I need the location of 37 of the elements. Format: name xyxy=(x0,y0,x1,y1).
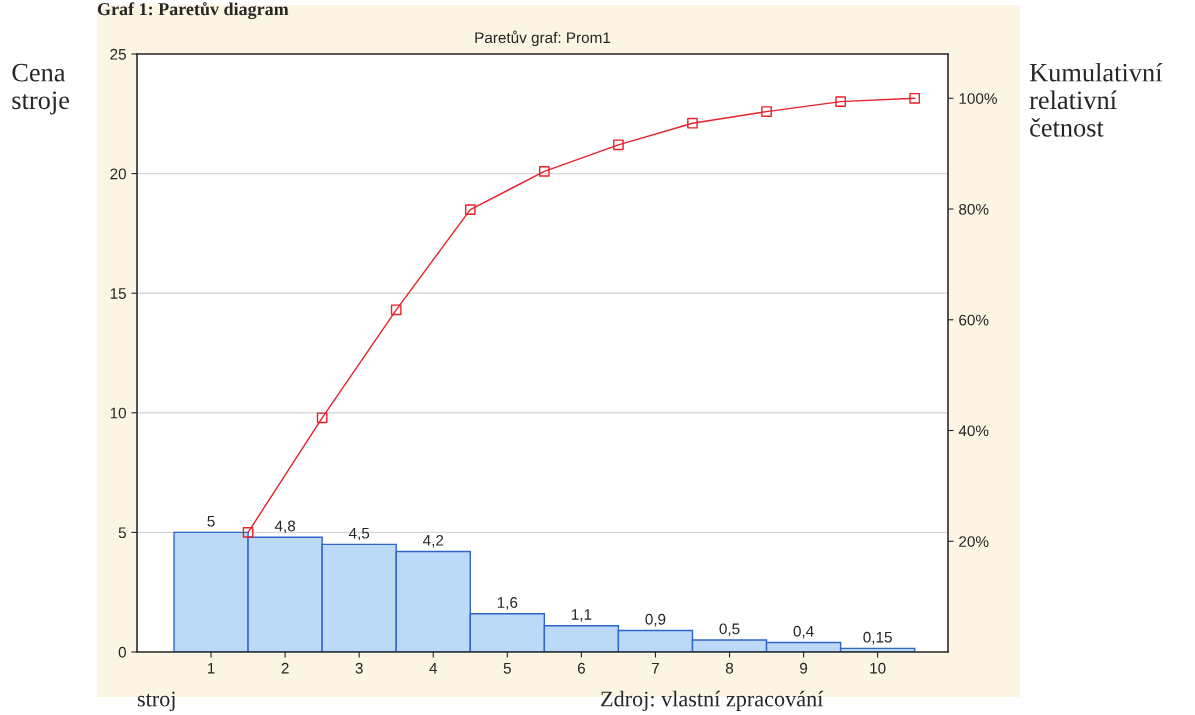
x-tick-label: 6 xyxy=(577,662,585,674)
data-label: 4,8 xyxy=(274,520,296,534)
data-label: 0,15 xyxy=(863,631,892,645)
y2-tick-label: 40% xyxy=(958,425,989,437)
y2-tick-label: 100% xyxy=(959,93,997,104)
data-label: 0,9 xyxy=(645,613,666,627)
data-label: 0,5 xyxy=(719,623,740,637)
y2-tick-label: 80% xyxy=(959,203,989,215)
x-tick-label: 8 xyxy=(725,662,734,674)
y2-tick-label: 60% xyxy=(959,314,989,326)
x-tick-label: 2 xyxy=(281,662,289,674)
data-label: 1,6 xyxy=(497,597,518,610)
x-tick-label: 3 xyxy=(355,662,363,674)
y-tick-label: 5 xyxy=(118,527,126,539)
y-tick-label: 20 xyxy=(110,168,126,180)
y-tick-label: 25 xyxy=(110,48,126,60)
data-label: 4,2 xyxy=(422,534,444,548)
data-label: 5 xyxy=(207,515,215,527)
x-tick-label: 7 xyxy=(651,662,659,674)
y-axis-title: Cena stroje xyxy=(12,63,70,115)
text: Graf 1: Paretův diagram xyxy=(97,2,289,20)
y-tick-label: 15 xyxy=(110,288,126,299)
y2-axis-title: Kumulativní relativní četnost xyxy=(1029,62,1163,137)
x-tick-label: 4 xyxy=(429,662,438,674)
x-tick-label: 9 xyxy=(800,662,808,674)
y-tick-label: 10 xyxy=(110,407,126,419)
chart-title: Paretův graf: Prom1 xyxy=(475,30,611,47)
y2-tick-label: 20% xyxy=(959,536,989,547)
data-label: 4,5 xyxy=(348,527,370,541)
data-label: 0,4 xyxy=(793,625,814,639)
x-axis-title: stroj xyxy=(137,691,175,711)
x-tick-label: 10 xyxy=(870,662,886,674)
x-tick-label: 1 xyxy=(207,662,215,674)
text: Zdroj: vlastní zpracování xyxy=(601,690,824,711)
y-tick-label: 0 xyxy=(118,646,126,658)
x-tick-label: 5 xyxy=(503,662,511,674)
data-label: 1,1 xyxy=(571,609,592,622)
